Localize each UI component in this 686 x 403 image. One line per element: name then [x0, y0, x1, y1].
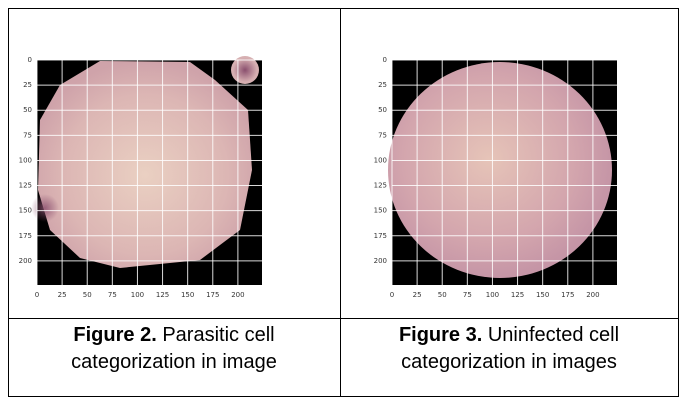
y-tick-label: 100 — [374, 156, 387, 164]
y-tick-label: 125 — [19, 182, 32, 190]
y-tick-label: 75 — [23, 131, 32, 139]
x-tick-label: 25 — [58, 291, 67, 299]
y-tick-label: 0 — [28, 56, 32, 64]
x-tick-label: 75 — [108, 291, 117, 299]
cell-image — [31, 56, 262, 285]
y-tick-label: 150 — [374, 207, 387, 215]
x-tick-label: 75 — [463, 291, 472, 299]
x-tick-label: 150 — [536, 291, 549, 299]
y-tick-label: 50 — [23, 106, 32, 114]
x-tick-label: 175 — [206, 291, 219, 299]
caption: Figure 3. Uninfected cell categorization… — [359, 322, 659, 376]
y-tick-label: 100 — [19, 156, 32, 164]
y-tick-label: 25 — [378, 81, 387, 89]
cell-image — [388, 60, 617, 285]
x-tick-label: 50 — [83, 291, 92, 299]
x-tick-label: 100 — [486, 291, 499, 299]
y-tick-label: 175 — [19, 232, 32, 240]
x-tick-label: 0 — [35, 291, 39, 299]
y-tick-label: 150 — [19, 207, 32, 215]
x-tick-label: 175 — [561, 291, 574, 299]
x-tick-label: 0 — [390, 291, 394, 299]
y-tick-label: 125 — [374, 182, 387, 190]
y-tick-label: 200 — [19, 257, 32, 265]
x-tick-label: 200 — [231, 291, 244, 299]
y-tick-label: 0 — [383, 56, 387, 64]
x-tick-label: 150 — [181, 291, 194, 299]
x-tick-label: 25 — [413, 291, 422, 299]
caption: Figure 2. Parasitic cell categorization … — [24, 322, 324, 376]
y-tick-label: 50 — [378, 106, 387, 114]
page: 0 25 50 75 100 125 150 175 200 0 25 50 75 100 125 150 17… — [0, 0, 686, 403]
x-tick-label: 50 — [438, 291, 447, 299]
x-tick-label: 200 — [586, 291, 599, 299]
caption-label: Figure 2. — [73, 324, 156, 346]
caption-label: Figure 3. — [399, 324, 482, 346]
y-tick-label: 25 — [23, 81, 32, 89]
y-tick-label: 175 — [374, 232, 387, 240]
x-tick-label: 125 — [511, 291, 524, 299]
x-tick-label: 125 — [156, 291, 169, 299]
y-tick-label: 75 — [378, 131, 387, 139]
x-tick-label: 100 — [131, 291, 144, 299]
y-tick-label: 200 — [374, 257, 387, 265]
